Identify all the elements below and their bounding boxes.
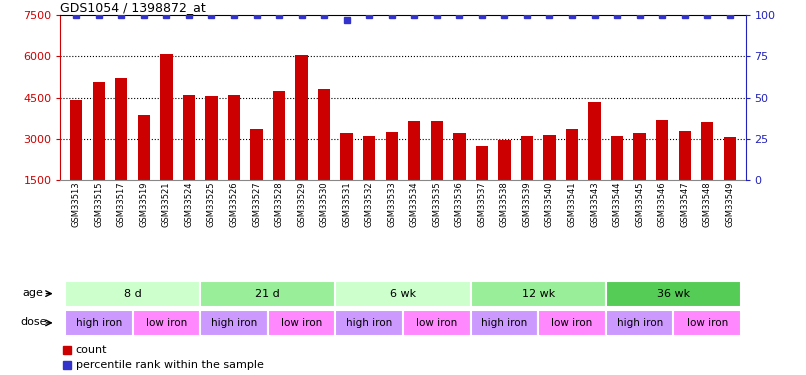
Bar bbox=[453, 133, 466, 180]
Text: low iron: low iron bbox=[551, 318, 592, 328]
Text: GDS1054 / 1398872_at: GDS1054 / 1398872_at bbox=[60, 1, 206, 14]
Bar bbox=[335, 310, 403, 336]
Text: dose: dose bbox=[20, 317, 47, 327]
Text: 21 d: 21 d bbox=[256, 289, 280, 298]
Bar bbox=[611, 136, 623, 180]
Bar bbox=[701, 122, 713, 180]
Bar bbox=[588, 102, 600, 180]
Bar bbox=[538, 310, 606, 336]
Bar bbox=[471, 281, 606, 307]
Bar bbox=[160, 54, 172, 180]
Text: low iron: low iron bbox=[281, 318, 322, 328]
Text: age: age bbox=[23, 288, 44, 298]
Text: 8 d: 8 d bbox=[123, 289, 141, 298]
Bar bbox=[115, 78, 127, 180]
Bar bbox=[363, 136, 376, 180]
Text: high iron: high iron bbox=[481, 318, 528, 328]
Bar bbox=[200, 281, 335, 307]
Bar bbox=[606, 310, 674, 336]
Text: 36 wk: 36 wk bbox=[657, 289, 690, 298]
Bar bbox=[295, 55, 308, 180]
Bar bbox=[132, 310, 200, 336]
Bar bbox=[634, 133, 646, 180]
Text: percentile rank within the sample: percentile rank within the sample bbox=[76, 360, 264, 370]
Text: 12 wk: 12 wk bbox=[521, 289, 555, 298]
Text: low iron: low iron bbox=[687, 318, 728, 328]
Bar bbox=[70, 100, 82, 180]
Text: high iron: high iron bbox=[346, 318, 393, 328]
Bar bbox=[93, 82, 105, 180]
Bar bbox=[335, 281, 471, 307]
Text: count: count bbox=[76, 345, 107, 355]
Bar bbox=[656, 120, 668, 180]
Bar bbox=[498, 140, 511, 180]
Text: 6 wk: 6 wk bbox=[390, 289, 416, 298]
Bar bbox=[200, 310, 268, 336]
Bar bbox=[566, 129, 578, 180]
Bar bbox=[318, 89, 330, 180]
Bar bbox=[724, 137, 736, 180]
Text: high iron: high iron bbox=[211, 318, 257, 328]
Bar bbox=[521, 136, 533, 180]
Bar bbox=[228, 95, 240, 180]
Bar bbox=[340, 133, 353, 180]
Text: low iron: low iron bbox=[146, 318, 187, 328]
Bar bbox=[138, 116, 150, 180]
Text: high iron: high iron bbox=[617, 318, 663, 328]
Bar bbox=[385, 132, 398, 180]
Text: high iron: high iron bbox=[76, 318, 122, 328]
Bar bbox=[65, 310, 132, 336]
Bar bbox=[403, 310, 471, 336]
Bar bbox=[251, 129, 263, 180]
Text: low iron: low iron bbox=[416, 318, 458, 328]
Bar bbox=[543, 135, 555, 180]
Bar bbox=[471, 310, 538, 336]
Bar bbox=[408, 121, 421, 180]
Bar bbox=[430, 121, 443, 180]
Bar bbox=[606, 281, 741, 307]
Bar bbox=[273, 91, 285, 180]
Bar bbox=[476, 146, 488, 180]
Bar bbox=[674, 310, 741, 336]
Bar bbox=[268, 310, 335, 336]
Bar bbox=[679, 130, 691, 180]
Bar bbox=[206, 96, 218, 180]
Bar bbox=[183, 95, 195, 180]
Bar bbox=[65, 281, 200, 307]
